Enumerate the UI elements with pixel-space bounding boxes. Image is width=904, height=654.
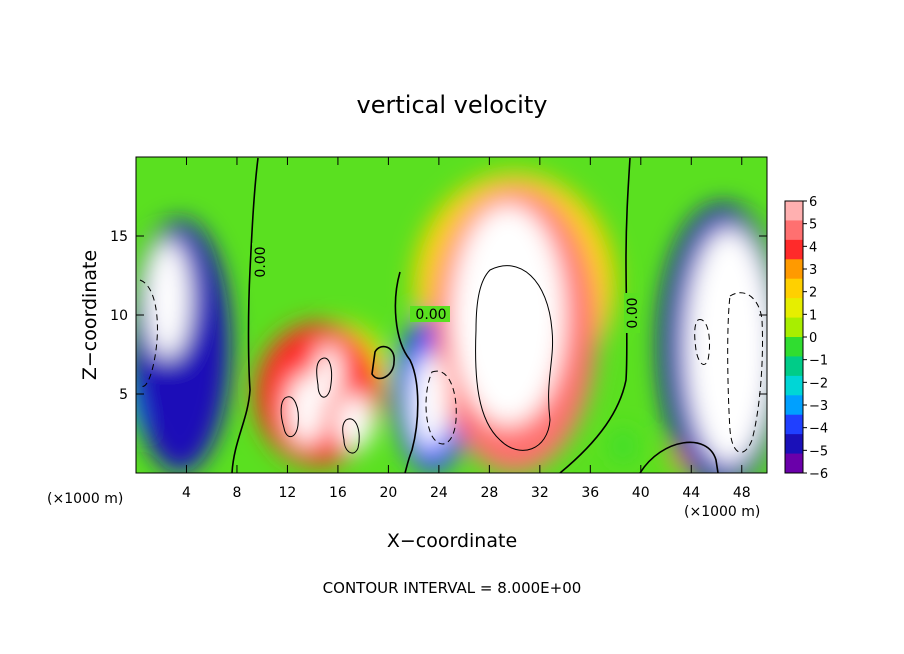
colorbar-tick-label: 2	[809, 286, 817, 301]
positive-contour-cell	[280, 396, 299, 438]
contour-labels: 0.00 0.00 0.00	[252, 243, 641, 333]
colorbar-swatch	[785, 298, 803, 319]
x-unit-left: (×1000 m)	[47, 491, 123, 507]
colorbar-tick-label: 1	[809, 308, 817, 323]
negative-contour	[425, 370, 457, 445]
colorbar-swatch	[785, 259, 803, 280]
field-cell	[287, 374, 326, 446]
contour-label-bg	[624, 293, 640, 333]
x-tick-label: 48	[733, 485, 751, 501]
contour-label-bg	[252, 243, 268, 283]
field-cell	[451, 204, 566, 426]
contour-label: 0.00	[415, 307, 446, 323]
colorbar-swatch	[785, 453, 803, 474]
colorbar-tick-label: 4	[809, 240, 817, 255]
zero-contour-east	[639, 441, 719, 473]
y-tick-label: 5	[119, 387, 128, 403]
colorbar-tick-label: −6	[809, 467, 828, 482]
y-tick-label: 10	[110, 308, 128, 324]
zero-contour-left	[231, 157, 259, 473]
plot-area	[136, 157, 767, 473]
contour-label: 0.00	[253, 246, 269, 277]
x-tick-label: 32	[531, 485, 549, 501]
x-tick-label: 8	[232, 485, 241, 501]
colorbar-swatch	[785, 434, 803, 455]
x-tick-label: 28	[480, 485, 498, 501]
x-tick-label: 12	[279, 485, 297, 501]
colorbar-tick-label: −1	[809, 354, 828, 369]
negative-contour	[139, 279, 158, 387]
field-cells	[136, 172, 767, 473]
field-cell	[684, 228, 767, 466]
colorbar-swatch	[785, 317, 803, 338]
zero-contour-middle	[394, 271, 419, 473]
y-axis-label: Z−coordinate	[79, 250, 101, 380]
colorbar-tick-label: −4	[809, 422, 828, 437]
colorbar-swatch	[785, 356, 803, 377]
y-tick-label: 15	[110, 229, 128, 245]
negative-contour	[694, 319, 711, 365]
zero-contour-loop	[371, 345, 395, 380]
colorbar-swatch	[785, 375, 803, 396]
colorbar-swatch	[785, 395, 803, 416]
colorbar-tick-label: 5	[809, 218, 817, 233]
colorbar-tick-label: −5	[809, 444, 828, 459]
colorbar-tick-label: −2	[809, 376, 828, 391]
contour-label: 0.00	[625, 297, 641, 328]
colorbar-swatch	[785, 220, 803, 241]
field-cell	[613, 430, 633, 462]
colorbar-tick-label: 3	[809, 263, 817, 278]
x-tick-label: 4	[182, 485, 191, 501]
colorbar-swatch	[785, 414, 803, 435]
x-axis-label: X−coordinate	[387, 530, 517, 552]
positive-contour-cell	[342, 418, 360, 454]
colorbar: 6 5 4 3 2 1 0 −1 −2 −3 −4 −5 −6	[784, 195, 828, 482]
x-tick-label: 44	[682, 485, 700, 501]
colorbar-tick-label: 0	[809, 331, 817, 346]
colorbar-tick-label: 6	[809, 195, 817, 210]
x-tick-label: 24	[430, 485, 448, 501]
contour-label-bg	[410, 306, 450, 322]
positive-contour-cell	[316, 357, 333, 398]
field-cell	[411, 354, 449, 450]
colorbar-swatch	[785, 201, 803, 221]
contour-interval-note: CONTOUR INTERVAL = 8.000E+00	[323, 579, 582, 597]
x-tick-label: 16	[329, 485, 347, 501]
colorbar-swatch	[785, 239, 803, 260]
x-tick-label: 36	[581, 485, 599, 501]
field-cell	[144, 239, 191, 359]
colorbar-swatch	[785, 337, 803, 357]
negative-contour	[727, 292, 764, 453]
x-unit-right: (×1000 m)	[684, 504, 760, 520]
x-tick-label: 20	[379, 485, 397, 501]
colorbar-tick-label: −3	[809, 399, 828, 414]
chart-title: vertical velocity	[357, 91, 548, 119]
positive-contour-updraft	[475, 265, 554, 451]
x-tick-label: 40	[632, 485, 650, 501]
colorbar-swatch	[785, 278, 803, 299]
field-cell	[335, 394, 374, 451]
inner-contours	[139, 265, 764, 454]
